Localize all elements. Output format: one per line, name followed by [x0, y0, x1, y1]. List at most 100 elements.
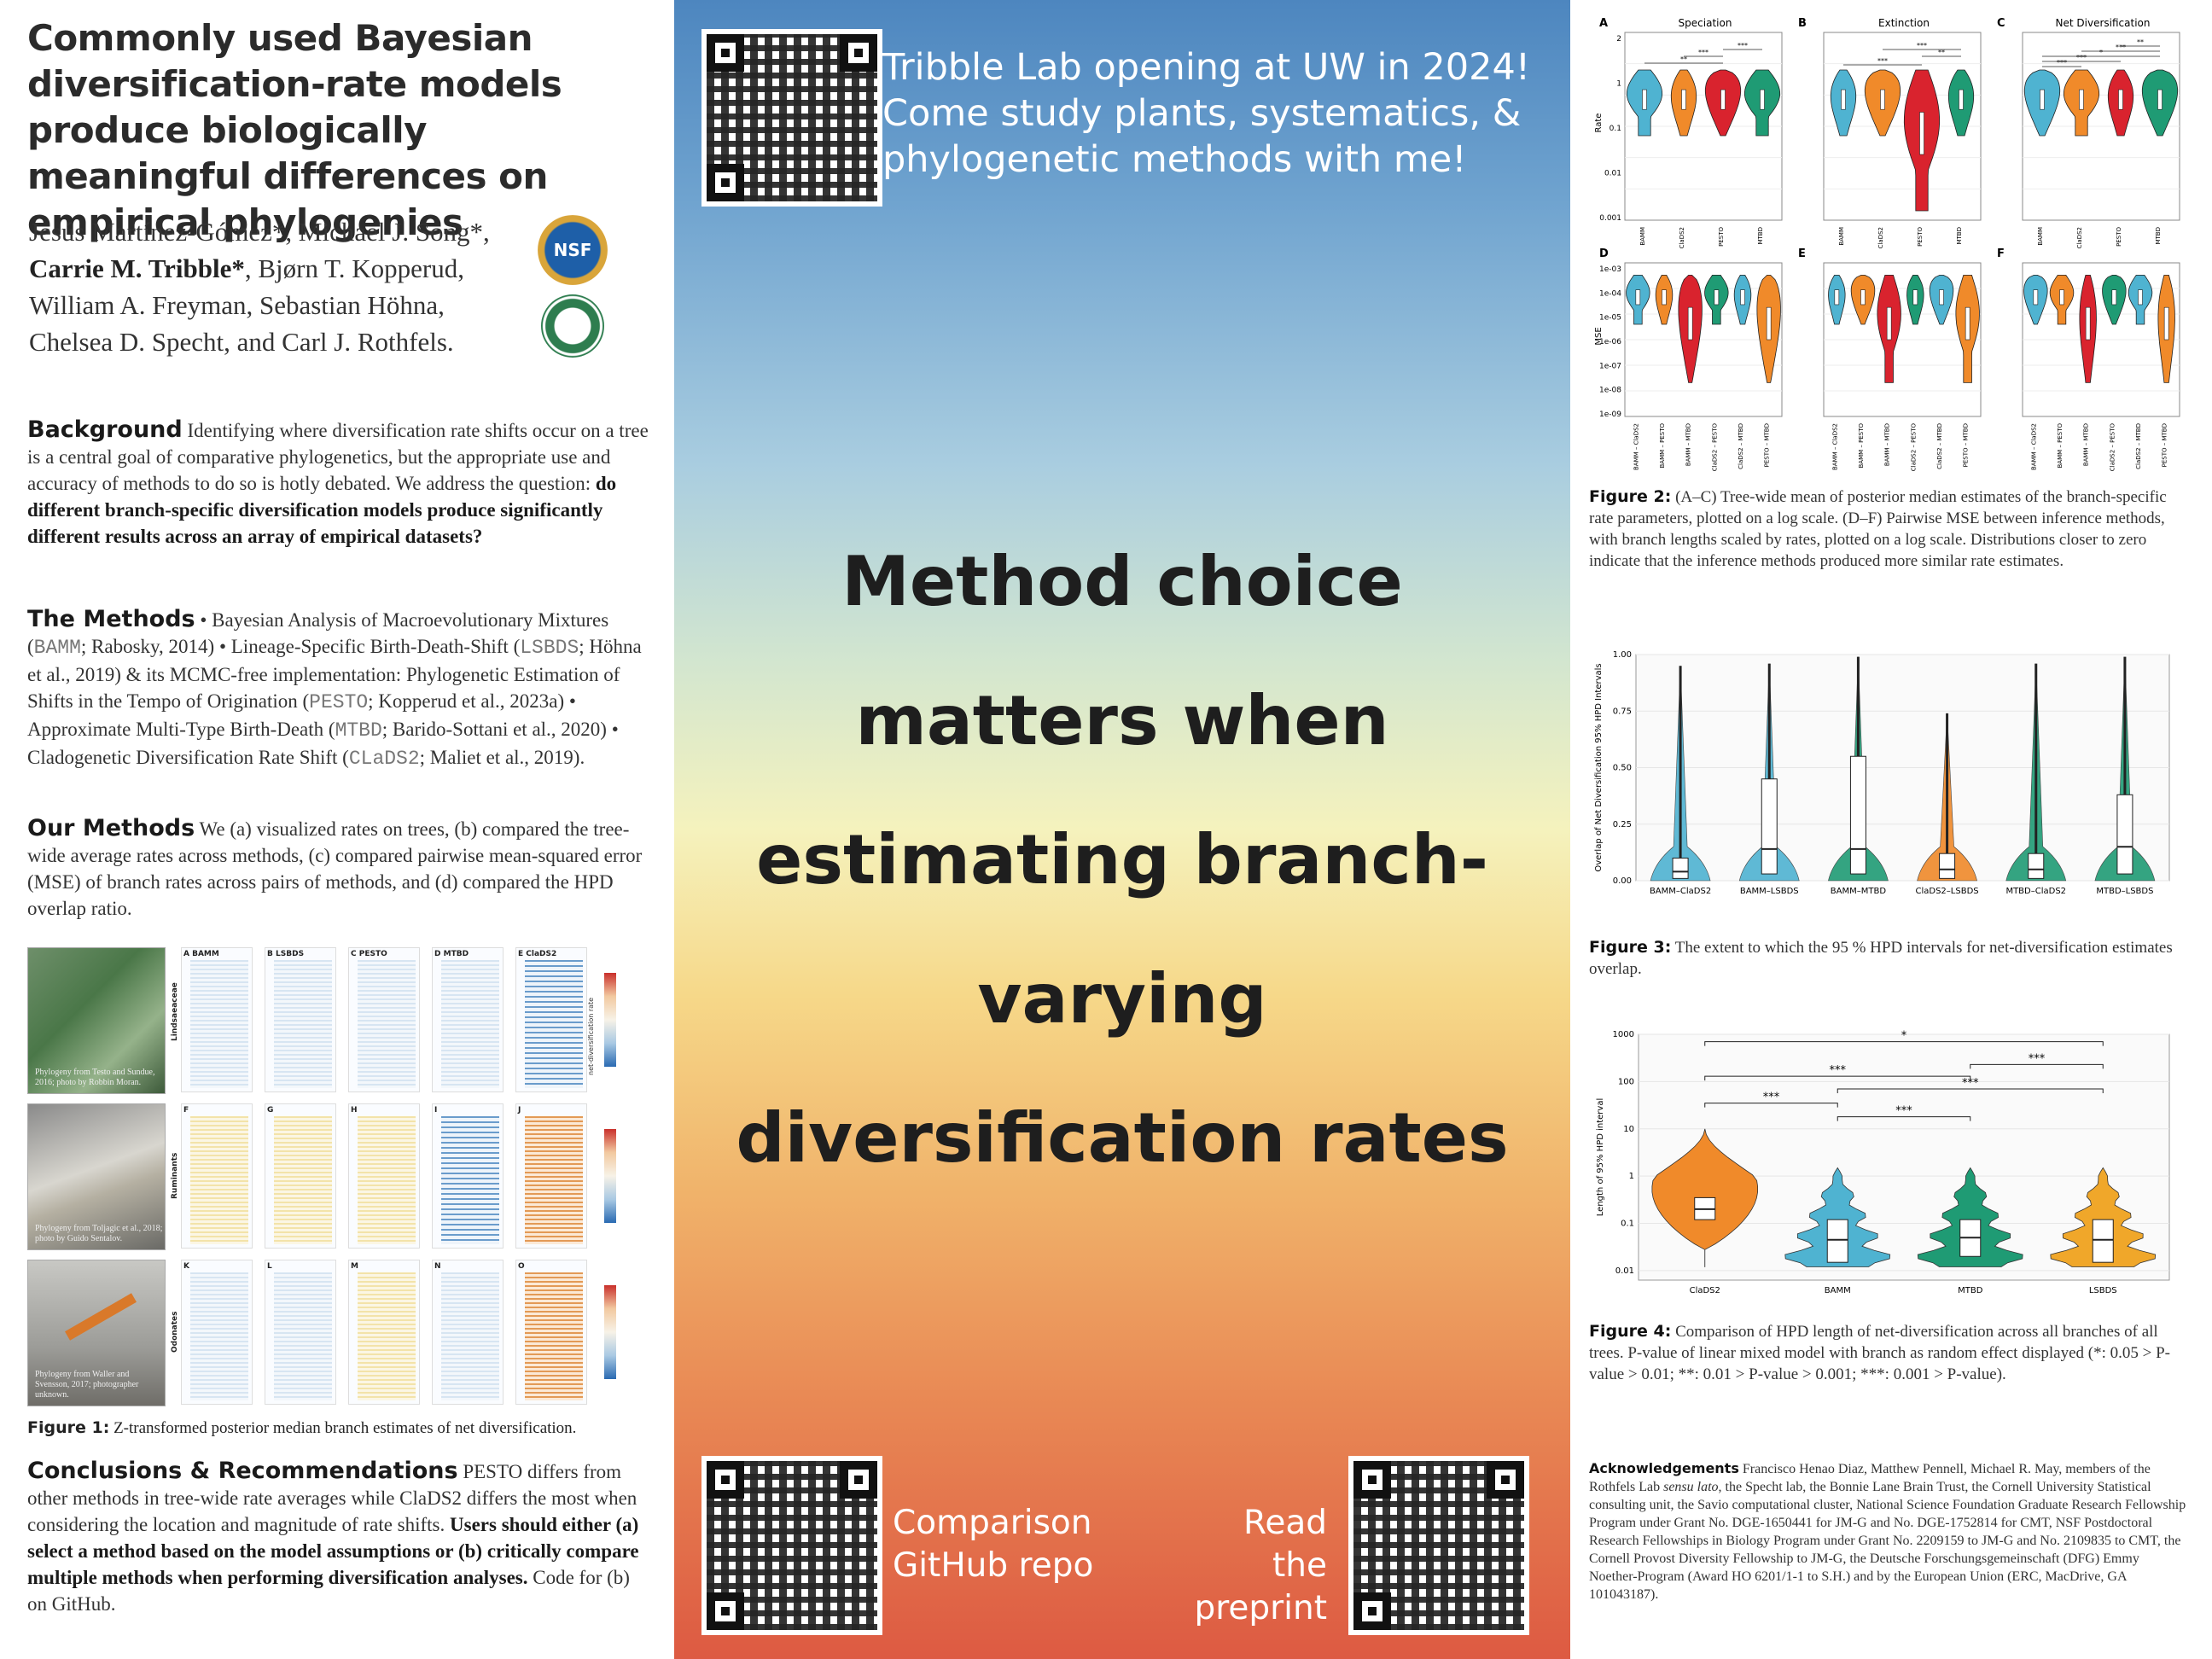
lab-qr-code[interactable] [701, 29, 882, 207]
panel-letter: B [1798, 17, 1807, 30]
panel-letter: M [351, 1262, 358, 1271]
significance-label: * [1901, 1030, 1907, 1043]
significance-label: *** [1962, 1077, 1979, 1090]
x-tick-label: PESTO [1718, 227, 1725, 247]
tree-panel: I [432, 1103, 504, 1249]
author-line: William A. Freyman, Sebastian Höhna, [29, 290, 445, 320]
fern-photo: Phylogeny from Testo and Sundue, 2016; p… [27, 947, 166, 1094]
qr-finder [707, 34, 744, 72]
significance-bracket [1970, 1063, 2104, 1069]
conclusions-section: Conclusions & Recommendations PESTO diff… [27, 1458, 649, 1617]
tree-branches [441, 960, 499, 1088]
y-tick-label: 0.00 [1613, 876, 1632, 886]
violin [1917, 1167, 2023, 1267]
panel-title: Net Diversification [2056, 17, 2151, 29]
presenting-author: Carrie M. Tribble* [29, 253, 245, 283]
x-tick-label: ClaDS2 – MTBD [2135, 423, 2142, 469]
panel-letter-text: E [518, 950, 524, 958]
column-label: ClaDS2 [526, 950, 557, 958]
x-tick-label: PESTO – MTBD [1963, 423, 1970, 467]
box [1766, 306, 1772, 341]
panel-title: Extinction [1878, 17, 1930, 29]
tree-branches [190, 1272, 248, 1400]
color-scale-bar [604, 1285, 616, 1379]
left-column: Commonly used Bayesian diversification-r… [0, 0, 674, 1659]
photo-credit: Phylogeny from Toljagic et al., 2018; ph… [35, 1224, 163, 1243]
y-tick-label: 0.01 [1615, 1266, 1634, 1276]
significance-label: ** [1680, 55, 1687, 63]
caption-label: Figure 3: [1589, 938, 1672, 957]
panel-letter: J [518, 1106, 521, 1115]
figure-1-caption: Figure 1: Z-transformed posterior median… [27, 1418, 576, 1438]
significance-label: *** [1698, 49, 1708, 56]
qr-finder [840, 34, 877, 72]
box [1860, 289, 1866, 306]
box [1849, 755, 1866, 875]
tree-branches [358, 1272, 416, 1400]
row-label: Ruminants [171, 1152, 179, 1199]
preprint-link-label[interactable]: Read the preprint [1186, 1502, 1327, 1630]
color-scale-bar [604, 973, 616, 1067]
significance-label: *** [1895, 1105, 1912, 1118]
panel-letter: C [1997, 17, 2005, 30]
panel-letter: C PESTO [351, 950, 387, 958]
qr-finder [707, 1592, 744, 1630]
box [2138, 289, 2143, 306]
figure-4: 1000 100 10 1 0.1 0.01 Length of 95% HPD inter… [1596, 1030, 2170, 1295]
x-tick-label: PESTO – MTBD [1764, 423, 1771, 467]
x-tick-label: MTBD–LSBDS [2096, 887, 2153, 896]
section-text: We (a) visualized rates on trees, (b) co… [27, 818, 643, 919]
link-line: GitHub repo [893, 1546, 1094, 1585]
panel-letter: E [1798, 247, 1806, 260]
tree-branches [190, 1116, 248, 1244]
x-tick-label: BAMM–ClaDS2 [1650, 887, 1711, 896]
github-qr-code[interactable] [701, 1456, 882, 1635]
panel-letter-text: B [267, 950, 273, 958]
section-heading: Our Methods [27, 815, 195, 841]
section-heading: Acknowledgements [1589, 1460, 1739, 1476]
figure-2: A Speciation 2 1 0.1 0.01 0.001 Rate BAMM ClaDS2 P… [1594, 17, 2180, 471]
violin [2050, 1167, 2157, 1267]
x-tick-label: ClaDS2 [1877, 227, 1884, 248]
our-methods-section: Our Methods We (a) visualized rates on t… [27, 815, 649, 922]
y-tick-label: 1 [1616, 80, 1621, 89]
tree-panel: L [265, 1260, 336, 1405]
tree-panel: O [515, 1260, 587, 1405]
significance-bracket [1704, 1075, 1971, 1081]
panel-letter: E ClaDS2 [518, 950, 556, 958]
x-tick-label: PESTO [1917, 227, 1924, 247]
box [1886, 306, 1892, 341]
method-code: MTBD [335, 719, 382, 742]
box [2079, 89, 2084, 110]
x-tick-label: MTBD [1956, 227, 1963, 245]
section-text: ; Rabosky, 2014) • Lineage-Specific Birt… [80, 636, 521, 657]
section-text: , the Specht lab, the Bonnie Lane Brain … [1589, 1480, 2186, 1602]
research-question: do different branch-specific diversifica… [27, 473, 617, 547]
preprint-qr-code[interactable] [1348, 1456, 1529, 1635]
x-tick-label: BAMM [1838, 227, 1845, 246]
section-text: Identifying where diversification rate s… [27, 420, 649, 494]
y-tick-label: 0.50 [1613, 764, 1632, 773]
box [1841, 89, 1846, 110]
box [1880, 89, 1885, 110]
x-tick-label: ClaDS2 [1679, 227, 1685, 248]
headline-line: estimating branch- [756, 820, 1488, 899]
tree-branches [441, 1272, 499, 1400]
link-line: preprint [1194, 1589, 1327, 1627]
box [1919, 112, 1924, 155]
tree-branches [274, 1116, 332, 1244]
tree-panel: M [348, 1260, 420, 1405]
caption-label: Figure 2: [1589, 487, 1672, 506]
box [1687, 306, 1693, 341]
x-tick-label: MTBD [2155, 227, 2162, 245]
background-section: Background Identifying where diversifica… [27, 416, 649, 550]
box [2118, 89, 2123, 110]
section-text: Code for (b) on GitHub. [27, 1567, 630, 1615]
significance-bracket [1837, 1088, 2104, 1093]
method-code: CLaDS2 [348, 748, 420, 770]
y-tick-label: 1 [1629, 1172, 1634, 1181]
section-heading: Background [27, 416, 183, 443]
headline-line: varying [977, 959, 1267, 1039]
github-link-label[interactable]: Comparison GitHub repo [893, 1502, 1093, 1587]
row-label: Odonates [171, 1311, 179, 1353]
